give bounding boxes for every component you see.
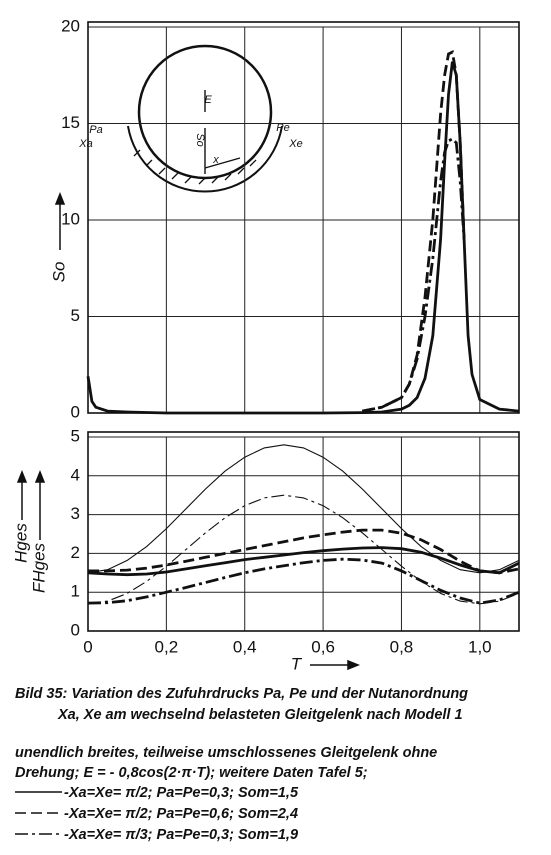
curve [87,494,520,605]
curve [86,61,520,415]
curve [87,557,520,605]
curve [87,444,520,574]
legend-label: -Xa=Xe= π/3; Pa=Pe=0,3; Som=1,9 [64,827,298,843]
curve [88,528,520,575]
curve [362,137,466,413]
inset-label: Xa [78,138,92,150]
y-axis-label: FHges [29,542,48,593]
description: Drehung; E = - 0,8cos(2·π·T); weitere Da… [15,765,368,781]
x-tick-label: 1,0 [468,637,492,656]
inset-label: E [204,94,212,106]
axis-arrows [16,191,361,671]
description: unendlich breites, teilweise umschlossen… [15,745,437,761]
inset-label: x [212,154,219,166]
plot-frame [87,21,520,414]
legend-label: -Xa=Xe= π/2; Pa=Pe=0,3; Som=1,5 [64,785,299,801]
y-tick-label: 2 [71,543,80,562]
y-tick-label: 0 [71,402,80,421]
y-tick-label: 1 [71,582,80,601]
x-axis-label: T [291,654,303,673]
y-tick-label: 10 [61,209,80,228]
inset-label: Xe [288,138,302,150]
y-tick-label: 5 [71,306,80,325]
inset-label: So [194,133,206,146]
inset-label: Pa [89,124,102,136]
x-tick-label: 0,8 [390,637,414,656]
plot-frame [87,431,520,632]
curve [362,50,466,413]
y-tick-label: 3 [71,504,80,523]
y-axis-label: Hges [11,523,30,563]
x-tick-label: 0,2 [155,637,179,656]
curve [87,546,520,577]
x-tick-label: 0,6 [311,637,335,656]
inset-diagram [127,44,283,193]
y-tick-label: 0 [71,620,80,639]
caption: Xa, Xe am wechselnd belasteten Gleitgele… [57,707,463,723]
caption: Bild 35: Variation des Zufuhrdrucks Pa, … [15,686,468,702]
x-tick-label: 0,4 [233,637,257,656]
y-tick-label: 5 [71,426,80,445]
legend-label: -Xa=Xe= π/2; Pa=Pe=0,6; Som=2,4 [64,806,298,822]
y-tick-label: 15 [61,113,80,132]
y-axis-label: So [49,262,68,283]
y-tick-label: 4 [71,465,80,484]
inset-label: Pe [276,122,289,134]
y-tick-label: 20 [61,16,80,35]
x-tick-label: 0 [83,637,92,656]
